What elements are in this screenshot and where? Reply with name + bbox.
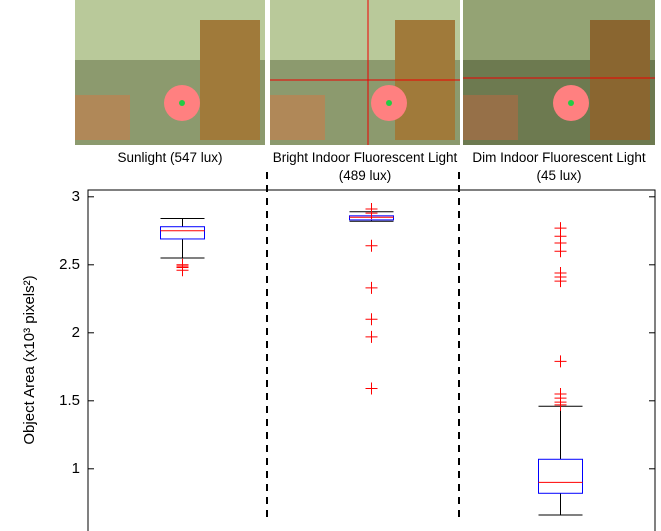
y-tick-label: 1.5 — [59, 392, 80, 409]
page: Object Area (x10³ pixels²) 1 1.5 2 2.5 3 Sun… — [0, 0, 661, 531]
outlier — [366, 282, 378, 294]
photo — [463, 0, 655, 145]
box — [539, 459, 583, 493]
y-axis-label: Object Area (x10³ pixels²) — [21, 275, 38, 444]
outlier — [555, 245, 567, 257]
outlier — [366, 240, 378, 252]
outlier — [555, 355, 567, 367]
photo — [270, 0, 460, 145]
box — [161, 227, 205, 239]
outlier — [366, 331, 378, 343]
outlier — [366, 383, 378, 395]
category-label: Bright Indoor Fluorescent Light (489 lux… — [267, 149, 463, 185]
category-label: Sunlight (547 lux) — [72, 149, 268, 167]
y-tick-label: 3 — [72, 188, 80, 205]
y-tick-label: 2.5 — [59, 256, 80, 273]
outlier — [366, 313, 378, 325]
y-tick-label: 2 — [72, 324, 80, 341]
photo — [75, 0, 265, 145]
photos — [75, 0, 655, 145]
y-tick-label: 1 — [72, 460, 80, 477]
outlier — [555, 399, 567, 411]
chart: Object Area (x10³ pixels²) 1 1.5 2 2.5 3 — [0, 0, 661, 531]
category-label: Dim Indoor Fluorescent Light (45 lux) — [461, 149, 657, 185]
